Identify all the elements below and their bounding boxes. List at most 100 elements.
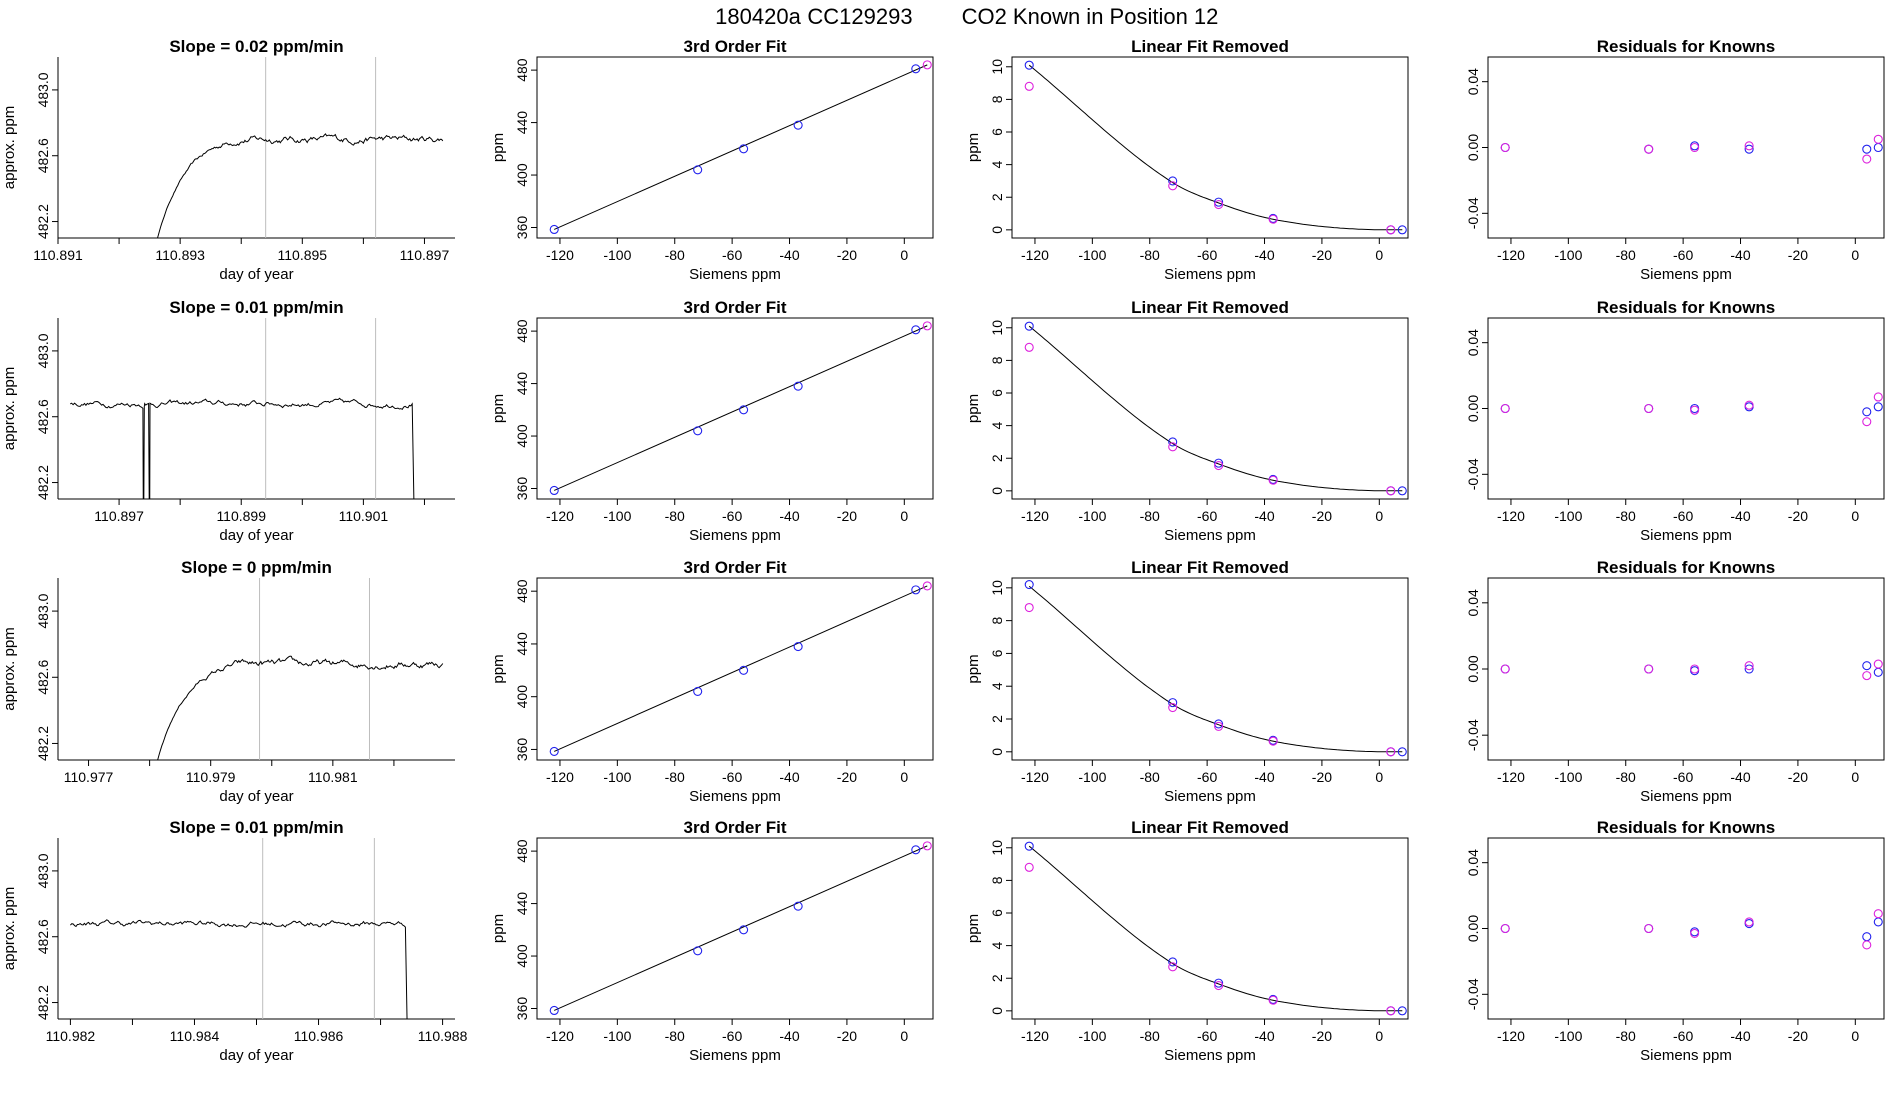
x-tick-label: 0 (900, 508, 908, 524)
x-tick-label: -80 (1616, 508, 1636, 524)
y-tick-label: 2 (989, 974, 1005, 982)
x-tick-label: -120 (1021, 769, 1049, 785)
point-blue (1024, 60, 1034, 70)
x-tick-label: -100 (603, 1028, 631, 1044)
plot-area (549, 60, 932, 235)
x-tick-label: -40 (1730, 247, 1750, 263)
x-tick-label: -40 (1730, 1028, 1750, 1044)
y-tick-label: 440 (514, 111, 530, 135)
x-tick-label: -120 (546, 247, 574, 263)
point-magenta (1744, 661, 1754, 671)
point-blue (549, 224, 559, 235)
x-tick-label: -20 (1312, 247, 1332, 263)
plot-frame (1487, 56, 1885, 239)
x-tick-label: -100 (1554, 1028, 1582, 1044)
y-tick-label: 4 (989, 942, 1005, 950)
x-tick-label: -60 (1197, 769, 1217, 785)
panel-grid: Slope = 0.02 ppm/min 110.891 110.893 110.89… (1, 37, 1885, 1064)
fit-line (554, 585, 928, 752)
point-blue (1024, 580, 1034, 590)
y-tick-label: 0.00 (1465, 395, 1481, 422)
x-tick-label: -100 (1554, 247, 1582, 263)
x-tick-label: -100 (1078, 247, 1106, 263)
point-magenta (1168, 442, 1178, 452)
figure-title-id: 180420a (715, 4, 801, 29)
y-axis-label: ppm (965, 654, 982, 683)
point-blue (1873, 667, 1883, 677)
x-tick-label: -120 (1497, 1028, 1525, 1044)
x-axis-label: Siemens ppm (1640, 266, 1732, 283)
y-tick-label: 482.6 (35, 660, 51, 695)
point-blue (1214, 719, 1224, 729)
point-blue (911, 845, 921, 855)
panel-r3-c4: Residuals for Knowns -120 -100 -80 -60 -40 -20… (1465, 558, 1885, 805)
point-blue (739, 925, 749, 935)
point-blue (793, 642, 803, 652)
x-tick-label: 0 (1375, 247, 1383, 263)
y-tick-label: 0.04 (1465, 68, 1481, 95)
figure-title-tank: CC129293 (807, 4, 912, 29)
point-blue (549, 746, 559, 756)
point-magenta (1644, 403, 1654, 414)
point-blue (911, 585, 921, 595)
concentration-trace (157, 655, 444, 760)
y-axis-label: ppm (490, 654, 507, 683)
x-axis-label: Siemens ppm (689, 266, 781, 283)
x-tick-label: -120 (1021, 1028, 1049, 1044)
panel-r4-c1: Slope = 0.01 ppm/min 110.982 110.984 110.98… (1, 818, 468, 1064)
point-blue (911, 64, 921, 74)
plot-frame (1011, 56, 1409, 239)
y-tick-label: 480 (514, 839, 530, 863)
panel-r4-c2: 3rd Order Fit -120 -100 -80 -60 -40 -20 0 Siemen… (490, 818, 934, 1064)
panel-title: Linear Fit Removed (1131, 558, 1289, 577)
x-tick-label: -80 (665, 508, 685, 524)
y-tick-label: 0 (989, 748, 1005, 756)
y-tick-label: 0.00 (1465, 655, 1481, 682)
x-tick-label: -40 (1254, 247, 1274, 263)
y-tick-label: 6 (989, 389, 1005, 397)
point-magenta (1690, 405, 1700, 415)
plot-frame (1011, 317, 1409, 500)
point-magenta (1862, 154, 1872, 164)
point-magenta (1024, 862, 1034, 872)
point-magenta (1386, 486, 1396, 496)
point-magenta (1862, 671, 1872, 681)
y-tick-label: 400 (514, 944, 530, 968)
y-axis-label: ppm (490, 394, 507, 423)
point-blue (793, 381, 803, 391)
x-tick-label: 110.895 (278, 247, 328, 263)
y-tick-label: 4 (989, 161, 1005, 169)
plot-area (1024, 580, 1407, 757)
x-tick-label: 0 (1375, 769, 1383, 785)
point-blue (1214, 978, 1224, 988)
panel-r3-c2: 3rd Order Fit -120 -100 -80 -60 -40 -20 0 Siemen… (490, 558, 934, 805)
y-tick-label: 483.0 (35, 593, 51, 628)
x-tick-label: -100 (1078, 769, 1106, 785)
x-axis-label: day of year (219, 788, 293, 805)
y-tick-label: 10 (989, 580, 1005, 596)
panel-title: Linear Fit Removed (1131, 818, 1289, 837)
y-tick-label: 482.2 (35, 985, 51, 1020)
x-tick-label: -120 (1021, 247, 1049, 263)
y-axis-label: approx. ppm (1, 887, 18, 970)
x-tick-label: 110.897 (94, 508, 144, 524)
x-tick-label: 0 (1851, 247, 1859, 263)
y-tick-label: 400 (514, 424, 530, 448)
point-blue (1873, 142, 1883, 153)
y-tick-label: 360 (514, 477, 530, 501)
panel-title: Slope = 0 ppm/min (181, 558, 332, 577)
point-magenta (1386, 1006, 1396, 1016)
point-blue (1168, 176, 1178, 186)
x-axis-label: Siemens ppm (1164, 266, 1256, 283)
point-magenta (1024, 342, 1034, 352)
x-tick-label: -100 (1554, 508, 1582, 524)
x-tick-label: -100 (603, 769, 631, 785)
point-blue (793, 901, 803, 911)
x-tick-label: -60 (722, 1028, 742, 1044)
x-tick-label: -80 (665, 1028, 685, 1044)
y-tick-label: 483.0 (35, 72, 51, 107)
x-tick-label: -40 (779, 1028, 799, 1044)
point-blue (1168, 437, 1178, 447)
y-tick-label: 360 (514, 997, 530, 1021)
